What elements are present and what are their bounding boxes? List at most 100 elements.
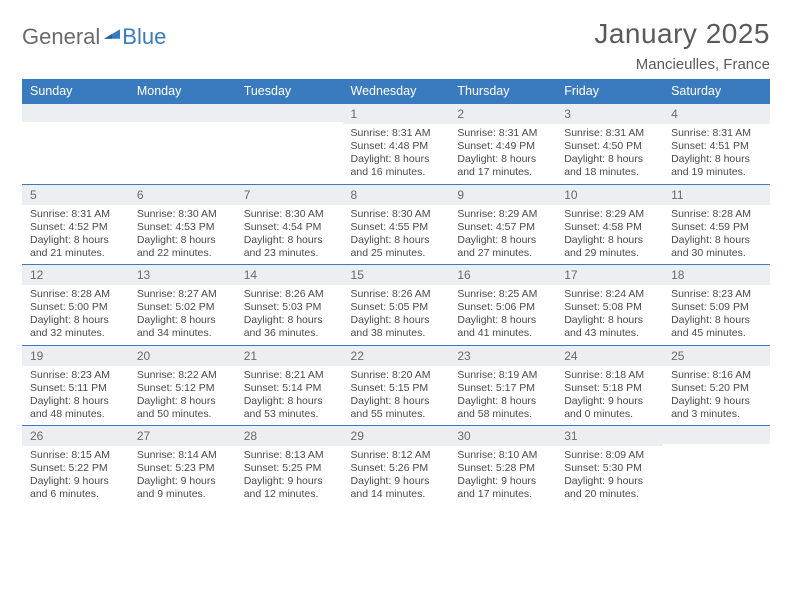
day-info-line: Sunset: 5:28 PM bbox=[457, 462, 550, 475]
day-info-line: Sunset: 5:00 PM bbox=[30, 301, 123, 314]
day-info-line: Sunrise: 8:27 AM bbox=[137, 288, 230, 301]
day-body: Sunrise: 8:30 AMSunset: 4:53 PMDaylight:… bbox=[129, 205, 236, 265]
day-info-line: Sunset: 5:17 PM bbox=[457, 382, 550, 395]
day-info-line: Sunset: 5:25 PM bbox=[244, 462, 337, 475]
day-info-line: Sunset: 4:58 PM bbox=[564, 221, 657, 234]
day-info-line: Sunrise: 8:10 AM bbox=[457, 449, 550, 462]
day-number: 7 bbox=[236, 185, 343, 205]
day-info-line: Sunrise: 8:15 AM bbox=[30, 449, 123, 462]
day-body bbox=[129, 122, 236, 180]
day-info-line: Sunset: 4:54 PM bbox=[244, 221, 337, 234]
day-number: 12 bbox=[22, 265, 129, 285]
day-body: Sunrise: 8:25 AMSunset: 5:06 PMDaylight:… bbox=[449, 285, 556, 345]
day-body: Sunrise: 8:19 AMSunset: 5:17 PMDaylight:… bbox=[449, 366, 556, 426]
page-header: General Blue January 2025 Mancieulles, F… bbox=[22, 18, 770, 73]
day-info-line: Daylight: 8 hours and 19 minutes. bbox=[671, 153, 764, 179]
day-number: 17 bbox=[556, 265, 663, 285]
day-info-line: Daylight: 8 hours and 25 minutes. bbox=[351, 234, 444, 260]
calendar-day-cell: 30Sunrise: 8:10 AMSunset: 5:28 PMDayligh… bbox=[449, 426, 556, 506]
day-info-line: Sunrise: 8:24 AM bbox=[564, 288, 657, 301]
calendar-day-cell: 28Sunrise: 8:13 AMSunset: 5:25 PMDayligh… bbox=[236, 426, 343, 506]
day-body: Sunrise: 8:31 AMSunset: 4:51 PMDaylight:… bbox=[663, 124, 770, 184]
day-info-line: Sunset: 5:14 PM bbox=[244, 382, 337, 395]
day-body: Sunrise: 8:27 AMSunset: 5:02 PMDaylight:… bbox=[129, 285, 236, 345]
day-info-line: Daylight: 8 hours and 32 minutes. bbox=[30, 314, 123, 340]
calendar-day-cell: 15Sunrise: 8:26 AMSunset: 5:05 PMDayligh… bbox=[343, 265, 450, 346]
day-info-line: Sunrise: 8:21 AM bbox=[244, 369, 337, 382]
day-info-line: Sunset: 4:49 PM bbox=[457, 140, 550, 153]
calendar-day-cell: 24Sunrise: 8:18 AMSunset: 5:18 PMDayligh… bbox=[556, 345, 663, 426]
location-text: Mancieulles, France bbox=[594, 56, 770, 73]
day-number: 14 bbox=[236, 265, 343, 285]
day-body: Sunrise: 8:23 AMSunset: 5:09 PMDaylight:… bbox=[663, 285, 770, 345]
day-info-line: Sunrise: 8:23 AM bbox=[671, 288, 764, 301]
day-body: Sunrise: 8:16 AMSunset: 5:20 PMDaylight:… bbox=[663, 366, 770, 426]
calendar-day-cell bbox=[22, 104, 129, 185]
day-number bbox=[129, 104, 236, 122]
day-info-line: Sunset: 5:30 PM bbox=[564, 462, 657, 475]
day-info-line: Sunrise: 8:26 AM bbox=[351, 288, 444, 301]
day-info-line: Daylight: 9 hours and 0 minutes. bbox=[564, 395, 657, 421]
day-number bbox=[236, 104, 343, 122]
day-info-line: Sunset: 5:12 PM bbox=[137, 382, 230, 395]
day-info-line: Sunrise: 8:30 AM bbox=[137, 208, 230, 221]
day-body bbox=[663, 444, 770, 502]
calendar-day-cell bbox=[663, 426, 770, 506]
day-number: 5 bbox=[22, 185, 129, 205]
day-body: Sunrise: 8:14 AMSunset: 5:23 PMDaylight:… bbox=[129, 446, 236, 506]
day-info-line: Daylight: 8 hours and 34 minutes. bbox=[137, 314, 230, 340]
day-number: 19 bbox=[22, 346, 129, 366]
day-info-line: Daylight: 8 hours and 18 minutes. bbox=[564, 153, 657, 179]
day-header-monday: Monday bbox=[129, 79, 236, 104]
calendar-day-cell: 9Sunrise: 8:29 AMSunset: 4:57 PMDaylight… bbox=[449, 184, 556, 265]
day-number: 18 bbox=[663, 265, 770, 285]
day-number: 4 bbox=[663, 104, 770, 124]
day-number: 23 bbox=[449, 346, 556, 366]
calendar-day-cell: 11Sunrise: 8:28 AMSunset: 4:59 PMDayligh… bbox=[663, 184, 770, 265]
calendar-table: Sunday Monday Tuesday Wednesday Thursday… bbox=[22, 79, 770, 506]
day-info-line: Sunrise: 8:13 AM bbox=[244, 449, 337, 462]
calendar-day-cell: 12Sunrise: 8:28 AMSunset: 5:00 PMDayligh… bbox=[22, 265, 129, 346]
day-info-line: Daylight: 8 hours and 30 minutes. bbox=[671, 234, 764, 260]
day-info-line: Sunset: 5:03 PM bbox=[244, 301, 337, 314]
day-info-line: Sunset: 4:59 PM bbox=[671, 221, 764, 234]
day-info-line: Sunset: 5:09 PM bbox=[671, 301, 764, 314]
day-number: 9 bbox=[449, 185, 556, 205]
day-info-line: Daylight: 8 hours and 50 minutes. bbox=[137, 395, 230, 421]
calendar-day-cell bbox=[236, 104, 343, 185]
day-header-tuesday: Tuesday bbox=[236, 79, 343, 104]
day-number: 2 bbox=[449, 104, 556, 124]
day-info-line: Sunrise: 8:22 AM bbox=[137, 369, 230, 382]
calendar-day-cell: 8Sunrise: 8:30 AMSunset: 4:55 PMDaylight… bbox=[343, 184, 450, 265]
day-info-line: Daylight: 8 hours and 41 minutes. bbox=[457, 314, 550, 340]
calendar-day-cell: 25Sunrise: 8:16 AMSunset: 5:20 PMDayligh… bbox=[663, 345, 770, 426]
day-number: 31 bbox=[556, 426, 663, 446]
day-info-line: Sunset: 5:06 PM bbox=[457, 301, 550, 314]
day-info-line: Sunrise: 8:20 AM bbox=[351, 369, 444, 382]
day-info-line: Sunset: 5:08 PM bbox=[564, 301, 657, 314]
calendar-day-cell: 27Sunrise: 8:14 AMSunset: 5:23 PMDayligh… bbox=[129, 426, 236, 506]
calendar-week-row: 5Sunrise: 8:31 AMSunset: 4:52 PMDaylight… bbox=[22, 184, 770, 265]
day-body: Sunrise: 8:15 AMSunset: 5:22 PMDaylight:… bbox=[22, 446, 129, 506]
day-info-line: Sunset: 5:15 PM bbox=[351, 382, 444, 395]
calendar-day-cell: 1Sunrise: 8:31 AMSunset: 4:48 PMDaylight… bbox=[343, 104, 450, 185]
calendar-day-cell: 21Sunrise: 8:21 AMSunset: 5:14 PMDayligh… bbox=[236, 345, 343, 426]
day-info-line: Sunrise: 8:19 AM bbox=[457, 369, 550, 382]
day-info-line: Daylight: 9 hours and 20 minutes. bbox=[564, 475, 657, 501]
day-body: Sunrise: 8:28 AMSunset: 4:59 PMDaylight:… bbox=[663, 205, 770, 265]
day-number: 1 bbox=[343, 104, 450, 124]
day-body: Sunrise: 8:31 AMSunset: 4:48 PMDaylight:… bbox=[343, 124, 450, 184]
calendar-week-row: 19Sunrise: 8:23 AMSunset: 5:11 PMDayligh… bbox=[22, 345, 770, 426]
day-info-line: Sunrise: 8:30 AM bbox=[351, 208, 444, 221]
day-info-line: Daylight: 9 hours and 14 minutes. bbox=[351, 475, 444, 501]
day-header-thursday: Thursday bbox=[449, 79, 556, 104]
day-body: Sunrise: 8:20 AMSunset: 5:15 PMDaylight:… bbox=[343, 366, 450, 426]
day-info-line: Sunrise: 8:30 AM bbox=[244, 208, 337, 221]
day-info-line: Daylight: 8 hours and 22 minutes. bbox=[137, 234, 230, 260]
day-info-line: Sunset: 4:52 PM bbox=[30, 221, 123, 234]
day-body bbox=[236, 122, 343, 180]
day-body: Sunrise: 8:18 AMSunset: 5:18 PMDaylight:… bbox=[556, 366, 663, 426]
day-info-line: Daylight: 8 hours and 21 minutes. bbox=[30, 234, 123, 260]
logo-text-general: General bbox=[22, 24, 100, 50]
day-header-friday: Friday bbox=[556, 79, 663, 104]
